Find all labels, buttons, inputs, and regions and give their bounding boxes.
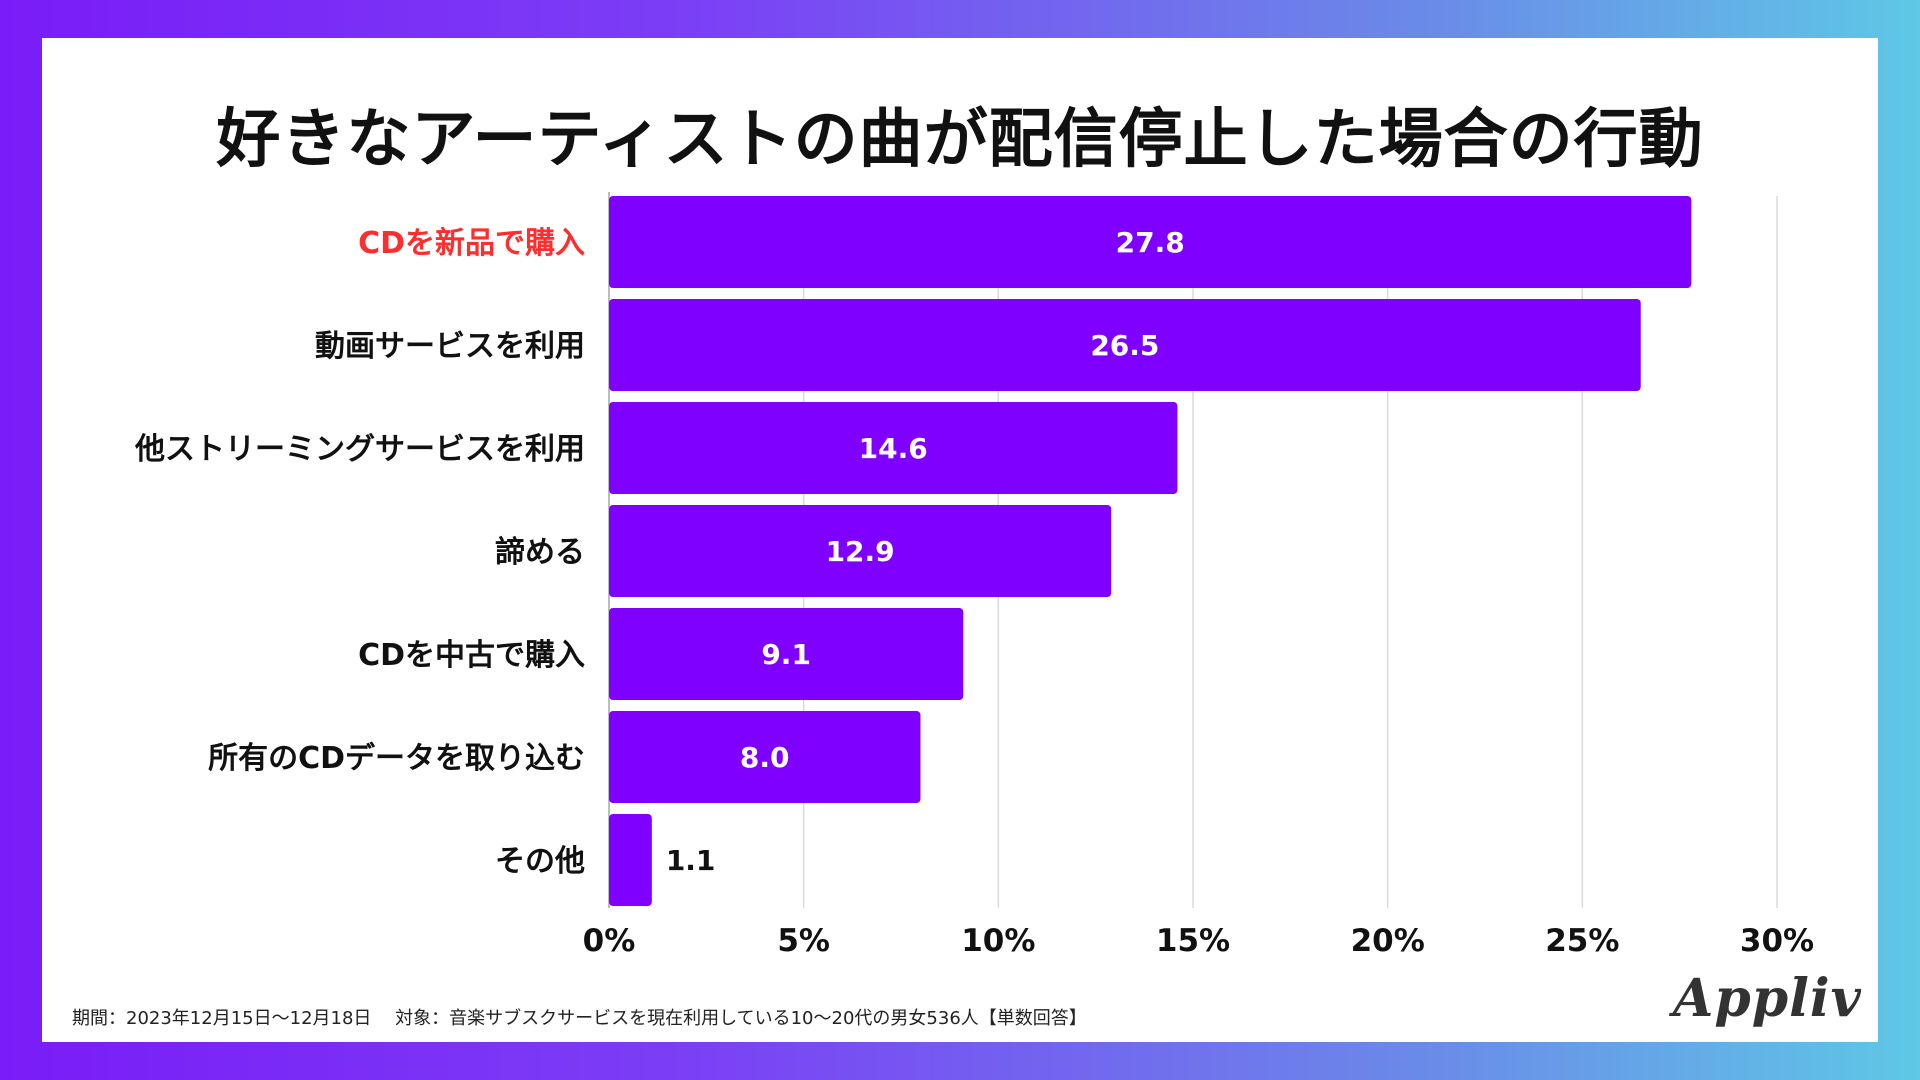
category-label: CDを新品で購入 xyxy=(358,226,585,261)
bar xyxy=(609,299,1641,391)
x-tick-label: 0% xyxy=(583,923,636,959)
category-label: 所有のCDデータを取り込む xyxy=(208,741,585,776)
survey-footnote: 期間：2023年12月15日〜12月18日 対象：音楽サブスクサービスを現在利用… xyxy=(72,1008,1087,1029)
category-label: 諦める xyxy=(495,535,585,570)
bar-value-label: 1.1 xyxy=(666,844,716,877)
bar-value-label: 9.1 xyxy=(761,638,811,671)
category-label: 他ストリーミングサービスを利用 xyxy=(134,432,585,467)
bar xyxy=(609,196,1692,288)
bar xyxy=(609,608,964,700)
bar-value-label: 8.0 xyxy=(740,741,790,774)
x-tick-label: 20% xyxy=(1351,923,1425,959)
bar-value-label: 27.8 xyxy=(1116,226,1185,259)
chart-title: 好きなアーティストの曲が配信停止した場合の行動 xyxy=(216,103,1704,177)
category-label: CDを中古で購入 xyxy=(358,638,585,673)
bar-chart: 27.8 26.5 14.6 12.9 9.1 8.0 1.1 CDを新品で購入動画サービス… xyxy=(134,192,1814,959)
bar xyxy=(609,402,1178,494)
chart-card: 好きなアーティストの曲が配信停止した場合の行動 27.8 26.5 14.6 12.9… xyxy=(42,38,1878,1042)
bars: 27.8 26.5 14.6 12.9 9.1 8.0 1.1 xyxy=(609,196,1692,906)
x-tick-label: 15% xyxy=(1156,923,1230,959)
bar xyxy=(609,814,652,906)
bar xyxy=(609,711,921,803)
x-tick-label: 10% xyxy=(961,923,1035,959)
x-tick-label: 25% xyxy=(1545,923,1619,959)
bar-value-label: 12.9 xyxy=(826,535,895,568)
x-tick-label: 30% xyxy=(1740,923,1814,959)
bar xyxy=(609,505,1112,597)
x-tick-label: 5% xyxy=(777,923,830,959)
bar-value-label: 14.6 xyxy=(859,432,928,465)
category-label: 動画サービスを利用 xyxy=(315,329,585,364)
bar-value-label: 26.5 xyxy=(1090,329,1159,362)
category-label: その他 xyxy=(495,844,585,879)
appliv-logo: Appliv xyxy=(1673,968,1862,1029)
x-axis-ticks: 0% 5% 10% 15% 20% 25% 30% xyxy=(583,923,1814,959)
